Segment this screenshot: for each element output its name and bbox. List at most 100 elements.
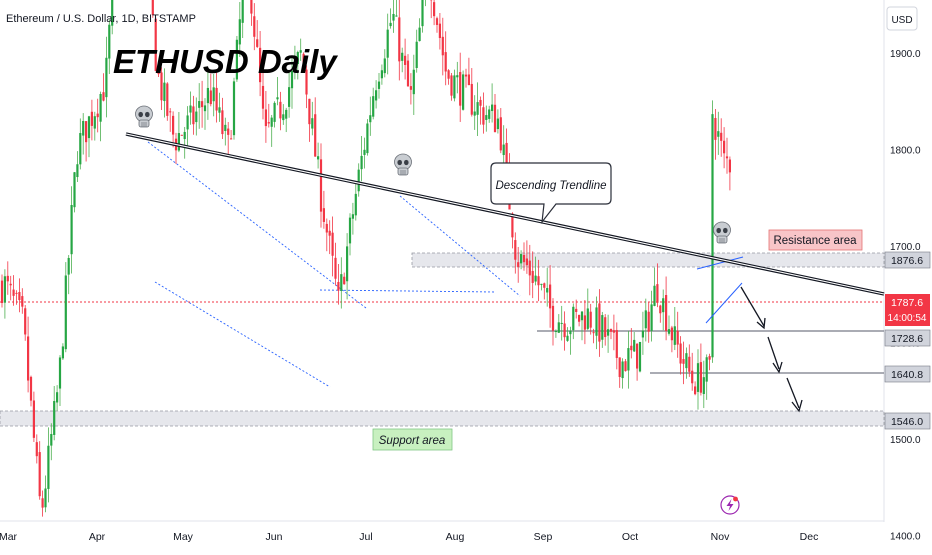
- candle-body: [619, 357, 621, 377]
- candle-body: [340, 274, 342, 291]
- candle-body: [178, 133, 180, 150]
- candle-body: [73, 172, 75, 207]
- candle-body: [108, 25, 110, 59]
- candle-body: [468, 74, 470, 85]
- candle-body: [607, 329, 609, 335]
- resistance-zone: [412, 253, 884, 267]
- candle-body: [706, 357, 708, 381]
- x-tick-label: Jun: [266, 531, 283, 543]
- symbol-title: Ethereum / U.S. Dollar, 1D, BITSTAMP: [6, 13, 196, 25]
- candle-body: [395, 16, 397, 17]
- candle-body: [337, 282, 339, 291]
- candle-body: [224, 125, 226, 131]
- svg-text:1728.6: 1728.6: [891, 333, 923, 345]
- candle-body: [207, 88, 209, 103]
- candle-body: [13, 290, 15, 296]
- candle-body: [288, 87, 290, 107]
- x-tick-label: Oct: [622, 531, 638, 543]
- skull-icon: [714, 222, 731, 243]
- candle-body: [265, 109, 267, 126]
- resistance-label-box[interactable]: Resistance area: [769, 230, 862, 250]
- candle-body: [709, 356, 711, 360]
- candle-body: [39, 452, 41, 496]
- candle-body: [332, 233, 334, 256]
- candle-body: [242, 0, 244, 23]
- candle-body: [262, 86, 264, 109]
- candle-body: [210, 90, 212, 104]
- candle-body: [372, 96, 374, 117]
- candle-body: [445, 52, 447, 71]
- candle-body: [439, 24, 441, 38]
- candle-body: [590, 312, 592, 328]
- y-tick-label: 1700.0: [890, 242, 921, 253]
- x-tick-label: Apr: [89, 531, 106, 543]
- candle-body: [314, 114, 316, 156]
- support-label-box[interactable]: Support area: [373, 429, 452, 450]
- candle-body: [65, 275, 67, 349]
- candle-body: [610, 329, 612, 332]
- resistance-label: Resistance area: [773, 235, 857, 247]
- candle-body: [53, 401, 55, 435]
- candle-body: [488, 109, 490, 118]
- candle-body: [668, 329, 670, 334]
- candle-body: [720, 133, 722, 141]
- candle-body: [308, 99, 310, 124]
- candle-body: [723, 141, 725, 154]
- candle-body: [691, 371, 693, 384]
- candle-body: [479, 100, 481, 106]
- candle-body: [450, 75, 452, 95]
- candle-body: [537, 276, 539, 285]
- currency-button[interactable]: USD: [887, 7, 917, 30]
- y-tick-label: 1400.0: [890, 531, 921, 542]
- candle-body: [329, 231, 331, 236]
- trendline-label: Descending Trendline: [495, 180, 606, 192]
- candle-body: [456, 75, 458, 77]
- support-zone: [0, 411, 884, 426]
- candle-body: [465, 75, 467, 77]
- price-axis[interactable]: 1400.01500.01600.01700.01800.01900.02000…: [890, 0, 921, 542]
- candle-body: [50, 434, 52, 446]
- candle-body: [598, 303, 600, 341]
- candle-body: [195, 112, 197, 123]
- candle-body: [535, 276, 537, 282]
- support-price-tag: 1546.0: [885, 413, 930, 429]
- candle-body: [453, 75, 455, 98]
- candle-body: [659, 306, 661, 314]
- candle-body: [355, 194, 357, 215]
- candle-body: [561, 323, 563, 324]
- candle-body: [85, 121, 87, 142]
- candle-body: [105, 58, 107, 97]
- descending-trendline[interactable]: [126, 134, 884, 294]
- candle-body: [317, 156, 319, 159]
- candle-body: [543, 283, 545, 287]
- candle-body: [717, 131, 719, 137]
- candle-body: [282, 114, 284, 120]
- candle-body: [239, 19, 241, 44]
- candle-body: [68, 258, 70, 275]
- candle-body: [613, 330, 615, 332]
- candle-body: [581, 312, 583, 321]
- lightning-icon[interactable]: [721, 496, 739, 514]
- candle-body: [233, 81, 235, 135]
- candle-body: [726, 156, 728, 158]
- candle-body: [189, 106, 191, 113]
- candle-body: [361, 156, 363, 169]
- candle-body: [369, 115, 371, 122]
- candle-body: [311, 118, 313, 128]
- candle-body: [593, 332, 595, 333]
- candle-body: [47, 446, 49, 489]
- candle-body: [662, 298, 664, 312]
- candle-body: [97, 114, 99, 118]
- candle-body: [564, 323, 566, 337]
- candle-body: [213, 87, 215, 101]
- candle-body: [343, 277, 345, 285]
- candle-body: [192, 106, 194, 124]
- candle-body: [375, 90, 377, 100]
- candle-body: [401, 53, 403, 61]
- candle-body: [71, 205, 73, 254]
- candle-body: [517, 262, 519, 267]
- candle-body: [18, 292, 20, 300]
